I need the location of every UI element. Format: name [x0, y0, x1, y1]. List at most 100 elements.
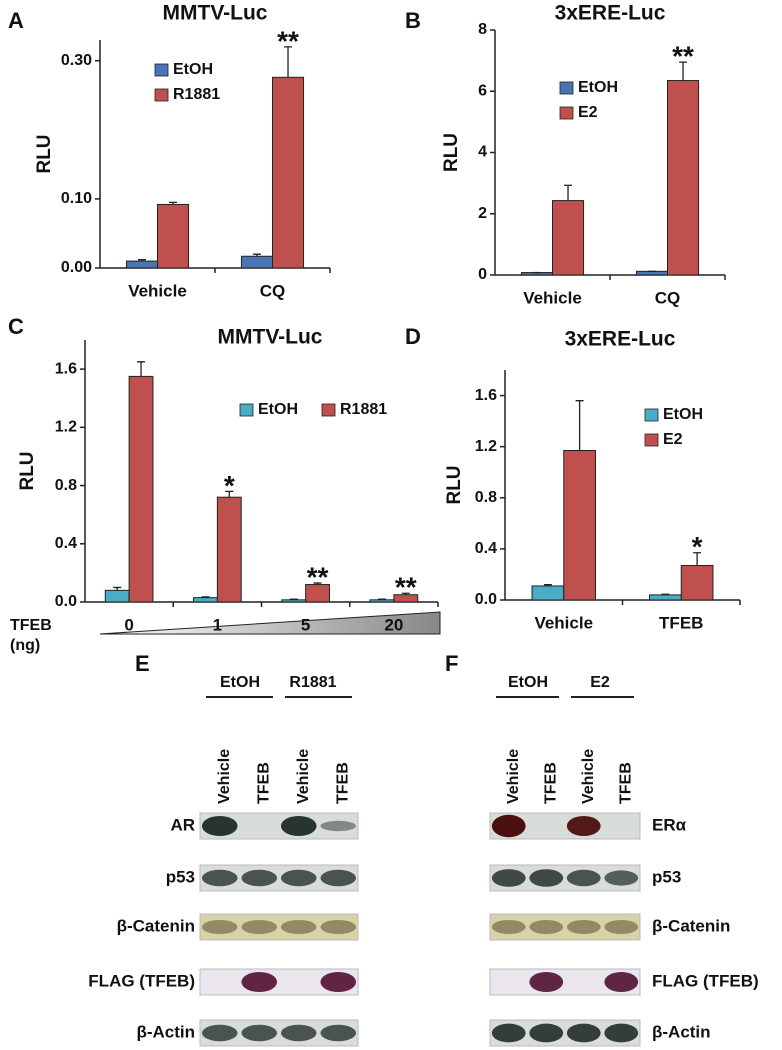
chart-title: MMTV-Luc [163, 2, 268, 25]
y-tick-label: 1.6 [55, 360, 77, 377]
blot-band [280, 869, 317, 887]
row-label: β-Catenin [652, 916, 730, 935]
group-label: EtOH [508, 674, 548, 691]
error-bar [661, 593, 670, 595]
row-label: β-Catenin [117, 916, 195, 935]
blot-band [529, 972, 564, 992]
error-bar [137, 259, 146, 262]
error-bar [225, 490, 234, 498]
x-tick-label: 1 [213, 615, 222, 634]
dose-triangle [99, 611, 441, 635]
legend-swatch [154, 63, 169, 77]
y-axis-label: RLU [444, 465, 465, 504]
legend-label: EtOH [173, 61, 213, 78]
blot-band [241, 920, 278, 934]
error-bar [543, 584, 552, 586]
x-tick-label: Vehicle [534, 613, 593, 632]
legend-swatch [559, 106, 574, 120]
bar [104, 589, 130, 603]
bar [667, 80, 700, 276]
panel-label: F [445, 651, 458, 676]
blot-band [491, 920, 526, 934]
error-bar [679, 61, 688, 81]
error-bar [137, 361, 146, 377]
blot-band [566, 920, 601, 934]
lane-label: Vehicle [580, 749, 597, 804]
blot-band [320, 869, 357, 887]
bar [125, 260, 158, 269]
bar [680, 565, 714, 601]
blot-band [491, 1023, 526, 1043]
blot-band [604, 920, 639, 934]
legend-label: E2 [663, 431, 683, 448]
y-tick-label: 0.00 [61, 259, 92, 276]
x-tick-label: TFEB [659, 613, 703, 632]
significance: ** [395, 572, 417, 603]
row-label: p53 [652, 867, 681, 886]
row-label: FLAG (TFEB) [652, 971, 759, 990]
panel-label: E [135, 651, 150, 676]
y-axis-label: RLU [441, 133, 462, 172]
blot-band [320, 820, 357, 832]
blot-band [566, 869, 601, 887]
blot-band [491, 869, 526, 887]
blot-band [320, 1024, 357, 1042]
x-tick-label: 5 [301, 615, 310, 634]
blot-band [566, 816, 601, 836]
legend-swatch [559, 81, 574, 95]
x-tick-label: CQ [260, 281, 286, 300]
bar [157, 203, 190, 269]
blot-band [320, 920, 357, 934]
y-tick-label: 0.0 [475, 591, 497, 608]
legend-label: EtOH [578, 79, 618, 96]
significance: ** [307, 561, 329, 592]
bar [240, 255, 273, 269]
y-tick-label: 0.4 [475, 540, 497, 557]
panel-label: B [405, 8, 421, 33]
y-tick-label: 1.2 [475, 438, 497, 455]
legend-swatch [321, 403, 336, 417]
bar [128, 375, 154, 603]
blot-band [280, 1024, 317, 1042]
error-bar [575, 400, 584, 451]
x-tick-label: 20 [384, 615, 403, 634]
legend-label: R1881 [340, 401, 387, 418]
x-tick-label: Vehicle [523, 288, 582, 307]
error-bar [169, 201, 178, 205]
blot-band [566, 1023, 601, 1043]
y-axis-label: RLU [17, 451, 38, 490]
y-tick-label: 4 [478, 144, 487, 161]
blot-band [201, 920, 238, 934]
blot-band [604, 972, 639, 992]
bar [563, 450, 596, 601]
error-bar [252, 253, 261, 257]
legend-swatch [154, 88, 169, 102]
significance: * [692, 531, 703, 562]
y-tick-label: 0 [478, 266, 487, 283]
blot-band [201, 869, 238, 887]
blot-band [280, 816, 317, 836]
lane-label: TFEB [542, 762, 559, 804]
y-tick-label: 0.8 [475, 489, 497, 506]
blot-band [241, 869, 278, 887]
legend-swatch [644, 433, 659, 447]
row-label: FLAG (TFEB) [88, 971, 195, 990]
bar [272, 76, 305, 269]
row-label: ERα [652, 815, 687, 834]
y-tick-label: 8 [478, 21, 487, 38]
panel-label: D [405, 324, 421, 349]
legend-label: R1881 [173, 86, 220, 103]
blot-band [201, 1024, 238, 1042]
blot-band [241, 1024, 278, 1042]
bar [531, 585, 565, 601]
error-bar [113, 586, 122, 591]
error-bar [693, 552, 702, 566]
y-tick-label: 2 [478, 205, 487, 222]
y-tick-label: 0.10 [61, 190, 92, 207]
blot-band [280, 920, 317, 934]
significance: * [224, 470, 235, 501]
blot-band [529, 920, 564, 934]
lane-label: TFEB [255, 762, 272, 804]
y-tick-label: 0.8 [55, 477, 77, 494]
